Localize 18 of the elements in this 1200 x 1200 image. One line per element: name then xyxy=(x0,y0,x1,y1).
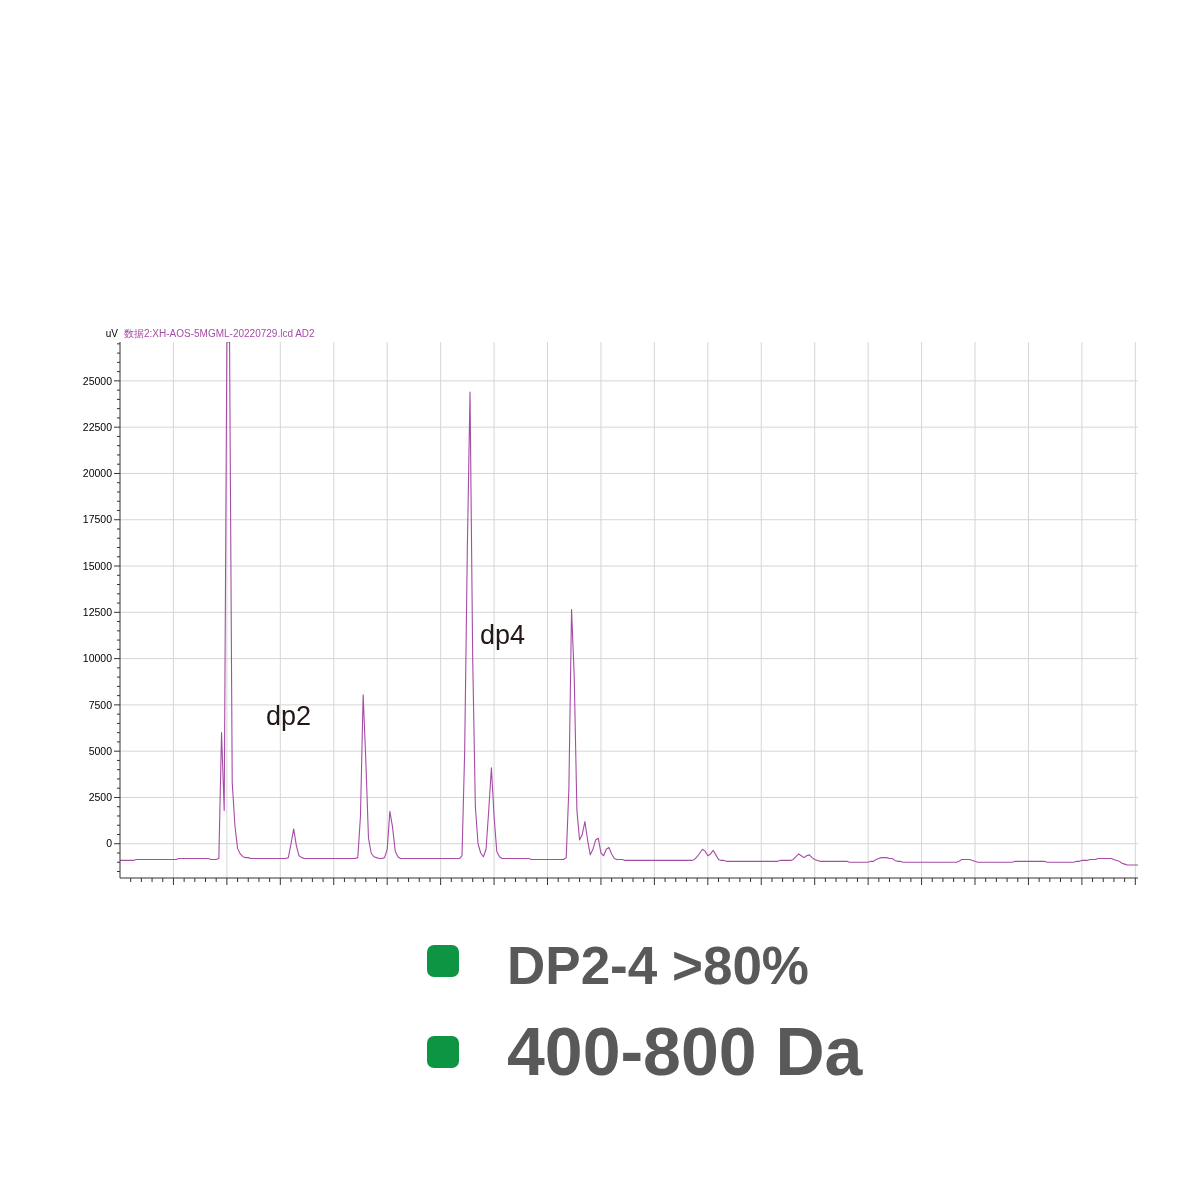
annotation: dp2 xyxy=(266,701,312,731)
y-tick-label: 22500 xyxy=(82,420,113,433)
line-series xyxy=(119,342,1139,866)
series-label: 数据2:XH-AOS-5MGML-20220729.lcd AD2 xyxy=(124,328,315,340)
y-tick-label: 20000 xyxy=(82,467,113,480)
y-tick-label: 12500 xyxy=(82,605,113,618)
y-tick-label: 15000 xyxy=(82,559,113,572)
y-tick-label: 5000 xyxy=(88,744,113,757)
text: DP2-4 >80% xyxy=(507,936,809,995)
y-tick-label: 7500 xyxy=(88,698,113,711)
y-tick-label: 0 xyxy=(106,837,113,850)
annotation: dp4 xyxy=(480,620,526,650)
y-tick-label: 10000 xyxy=(82,652,113,665)
y-axis-title: uV xyxy=(105,328,118,340)
y-tick-label: 17500 xyxy=(82,513,113,526)
y-tick-label: 2500 xyxy=(88,791,113,804)
text: 400-800 Da xyxy=(507,1013,863,1089)
y-tick-label: 25000 xyxy=(82,374,113,387)
